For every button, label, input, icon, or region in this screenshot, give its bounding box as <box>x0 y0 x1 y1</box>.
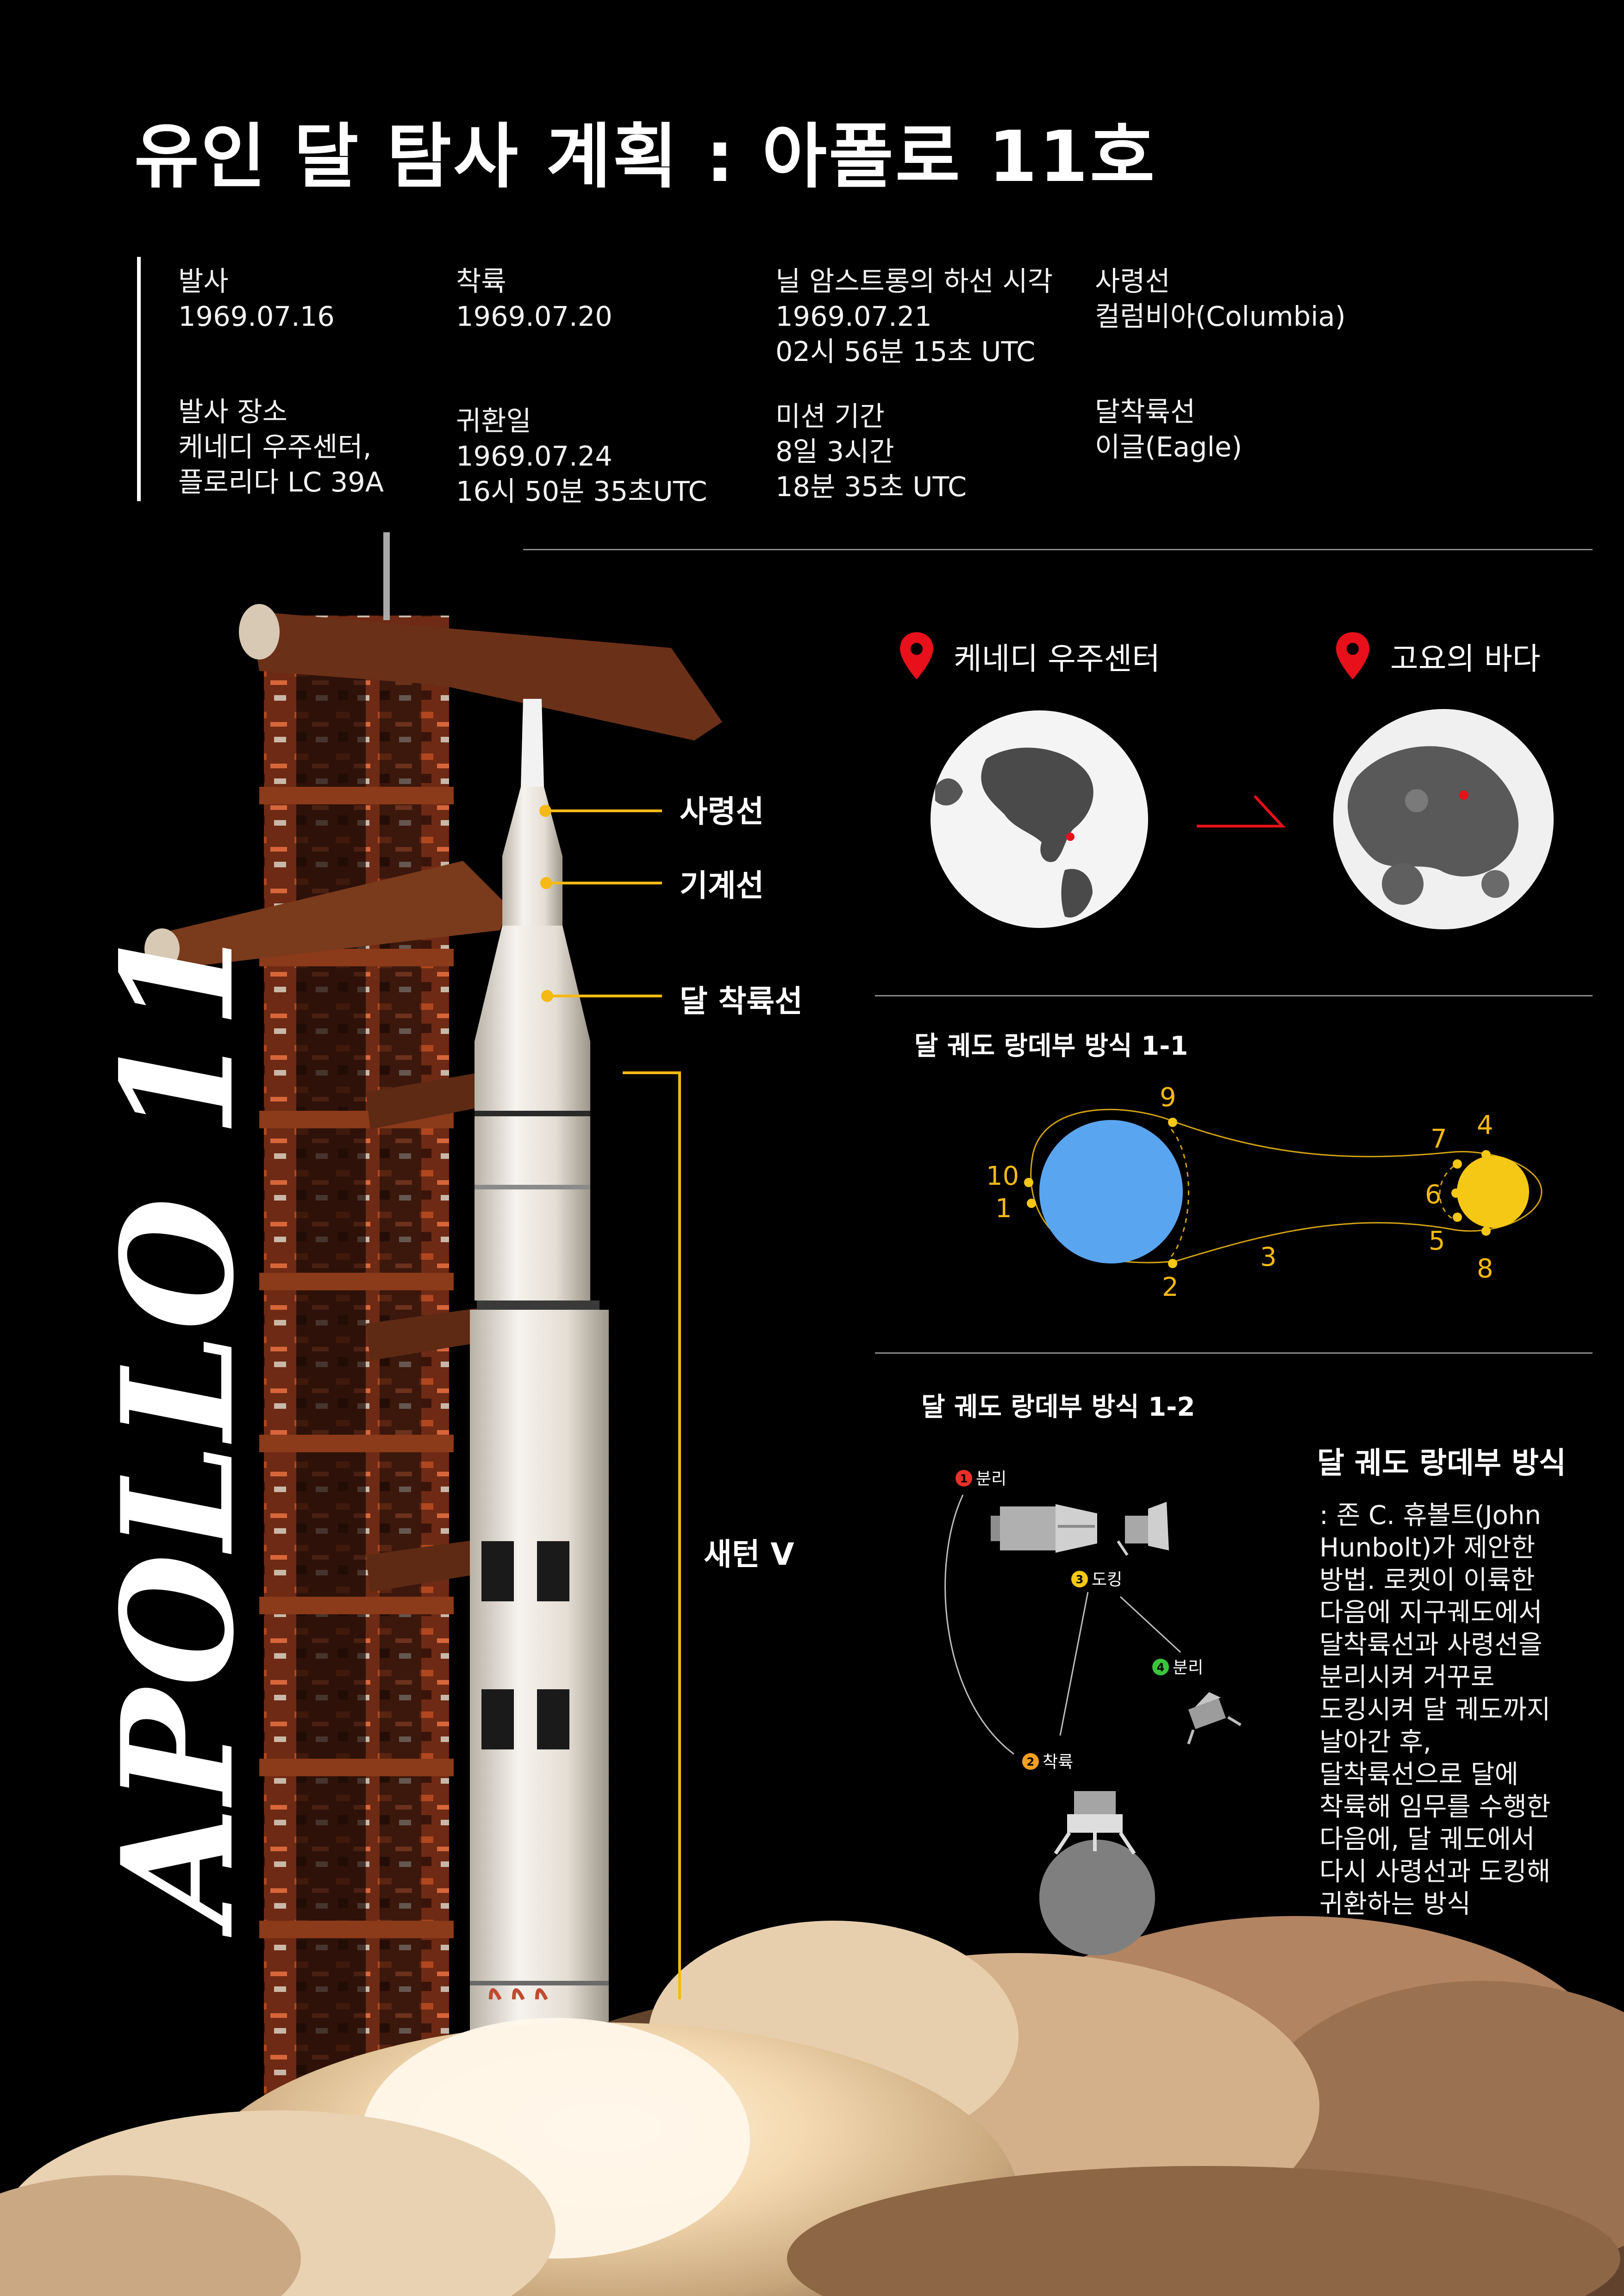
description-line: Hunbolt)가 제안한 <box>1319 1533 1536 1563</box>
info-return-time: 16시 50분 35초UTC <box>456 475 707 507</box>
step-4-number: 4 <box>1157 1661 1165 1674</box>
description-line: 분리시켜 거꾸로 <box>1319 1662 1495 1692</box>
info-launch-value: 1969.07.16 <box>178 300 335 332</box>
description-line: 착륙해 임무를 수행한 <box>1319 1792 1551 1822</box>
step-1-number: 1 <box>960 1472 968 1485</box>
info-launch-site: 발사 장소 케네디 우주센터, 플로리다 LC 39A <box>178 394 384 500</box>
step-2-number: 2 <box>1027 1755 1035 1768</box>
orbit-step-7: 7 <box>1430 1124 1447 1154</box>
info-launch-site-value2: 플로리다 LC 39A <box>178 466 384 498</box>
lunar-orbit-rendezvous-diagram: 10 1 9 2 3 7 4 6 5 8 <box>986 1083 1543 1300</box>
info-lunar-module: 달착륙선 이글(Eagle) <box>1095 394 1242 465</box>
step-3-label: 도킹 <box>1092 1570 1122 1589</box>
info-command-module: 사령선 컬럼비아(Columbia) <box>1095 264 1346 334</box>
info-landing-label: 착륙 <box>456 265 506 297</box>
info-mission-label: 미션 기간 <box>775 400 885 432</box>
step-3-number: 3 <box>1076 1573 1084 1586</box>
lunar-module-ascent-icon <box>1187 1692 1242 1745</box>
earth-globe-icon <box>931 710 1148 928</box>
info-armstrong-date: 1969.07.21 <box>775 300 932 332</box>
label-command-module: 사령선 <box>680 794 764 829</box>
moon-icon <box>1457 1156 1529 1228</box>
description-line: 날아간 후, <box>1319 1727 1431 1757</box>
location-pin-icon <box>1336 632 1369 679</box>
description-line: 달착륙선으로 달에 <box>1319 1760 1518 1790</box>
description-line: 도킹시켜 달 궤도까지 <box>1319 1695 1551 1725</box>
step-2-label: 착륙 <box>1043 1753 1073 1772</box>
orbit-step-6: 6 <box>1425 1180 1442 1210</box>
info-landing: 착륙 1969.07.20 <box>456 264 612 334</box>
description-line: 다음에, 달 궤도에서 <box>1319 1824 1535 1854</box>
arrow-icon <box>1197 795 1286 828</box>
orbit-step-9: 9 <box>1160 1083 1176 1113</box>
info-lunar-module-label: 달착륙선 <box>1095 396 1196 428</box>
description-text: : 존 C. 휴볼트(John Hunbolt)가 제안한 방법. 로켓이 이륙… <box>1319 1500 1579 1921</box>
info-launch-site-label: 발사 장소 <box>178 396 287 428</box>
description-line: 귀환하는 방식 <box>1319 1889 1471 1919</box>
location-kennedy: 케네디 우주센터 <box>954 641 1161 677</box>
step-1-label: 분리 <box>976 1469 1006 1488</box>
orbit-step-3: 3 <box>1260 1242 1277 1272</box>
description-line: 달착륙선과 사령선을 <box>1319 1630 1543 1660</box>
info-mission-value1: 8일 3시간 <box>775 436 894 467</box>
orbit-step-2: 2 <box>1162 1272 1179 1300</box>
diagram2-title: 달 궤도 랑데부 방식 1-2 <box>921 1392 1195 1422</box>
launch-tower <box>144 532 722 2143</box>
info-armstrong-label: 닐 암스트롱의 하선 시각 <box>775 265 1053 297</box>
info-return-date: 1969.07.24 <box>456 440 612 472</box>
page-title: 유인 달 탐사 계획 : 아폴로 11호 <box>134 116 1157 198</box>
description-line: 방법. 로켓이 이륙한 <box>1319 1565 1535 1595</box>
orbit-step-8: 8 <box>1477 1254 1493 1284</box>
info-launch-site-value1: 케네디 우주센터, <box>178 431 372 463</box>
info-divider <box>137 257 141 501</box>
label-lunar-module: 달 착륙선 <box>680 983 803 1019</box>
info-armstrong: 닐 암스트롱의 하선 시각 1969.07.21 02시 56분 15초 UTC <box>775 264 1053 369</box>
label-service-module: 기계선 <box>680 868 764 903</box>
command-service-module-icon <box>991 1504 1097 1553</box>
saturn-v-rocket <box>470 699 609 2050</box>
lunar-module-icon <box>1117 1502 1169 1556</box>
earth-icon <box>1039 1120 1183 1263</box>
earth-moon-graphic <box>931 709 1554 929</box>
info-command-module-label: 사령선 <box>1095 265 1170 297</box>
label-saturn-v: 새턴 V <box>704 1537 794 1572</box>
section-rule-bottom <box>875 1352 1593 1354</box>
info-launch-label: 발사 <box>178 265 229 297</box>
info-launch: 발사 1969.07.16 <box>178 264 335 334</box>
orbit-step-5: 5 <box>1429 1226 1445 1256</box>
orbit-step-10: 10 <box>986 1161 1019 1191</box>
description-title: 달 궤도 랑데부 방식 <box>1317 1446 1566 1481</box>
info-landing-value: 1969.07.20 <box>456 300 612 332</box>
step-4-label: 분리 <box>1173 1658 1203 1677</box>
description-line: 다시 사령선과 도킹해 <box>1319 1857 1551 1887</box>
location-pin-icon <box>900 632 933 679</box>
info-mission: 미션 기간 8일 3시간 18분 35초 UTC <box>775 399 967 504</box>
launch-smoke <box>0 1916 1624 2296</box>
section-rule-top <box>523 549 1593 550</box>
info-armstrong-time: 02시 56분 15초 UTC <box>775 336 1036 367</box>
info-command-module-value: 컬럼비아(Columbia) <box>1095 300 1346 332</box>
moon-icon <box>1039 1840 1155 1955</box>
section-rule-middle <box>875 995 1593 996</box>
info-return-label: 귀환일 <box>456 405 531 437</box>
description-line: : 존 C. 휴볼트(John <box>1319 1500 1541 1531</box>
location-sea-of-tranquility: 고요의 바다 <box>1390 641 1541 677</box>
lunar-lander-icon <box>1054 1791 1136 1855</box>
info-mission-value2: 18분 35초 UTC <box>775 471 967 503</box>
moon-globe-icon <box>1333 709 1554 929</box>
info-lunar-module-value: 이글(Eagle) <box>1095 431 1243 463</box>
description-line: 다음에 지구궤도에서 <box>1319 1598 1543 1628</box>
diagram1-title: 달 궤도 랑데부 방식 1-1 <box>914 1031 1188 1061</box>
docking-sequence-diagram: 1 3 4 2 분리 도킹 분리 착륙 <box>944 1469 1242 1955</box>
orbit-step-1: 1 <box>995 1194 1012 1224</box>
orbit-step-4: 4 <box>1477 1110 1493 1140</box>
info-return: 귀환일 1969.07.24 16시 50분 35초UTC <box>456 404 707 509</box>
apollo-11-vertical-text: APOLLO 11 <box>88 920 268 1925</box>
